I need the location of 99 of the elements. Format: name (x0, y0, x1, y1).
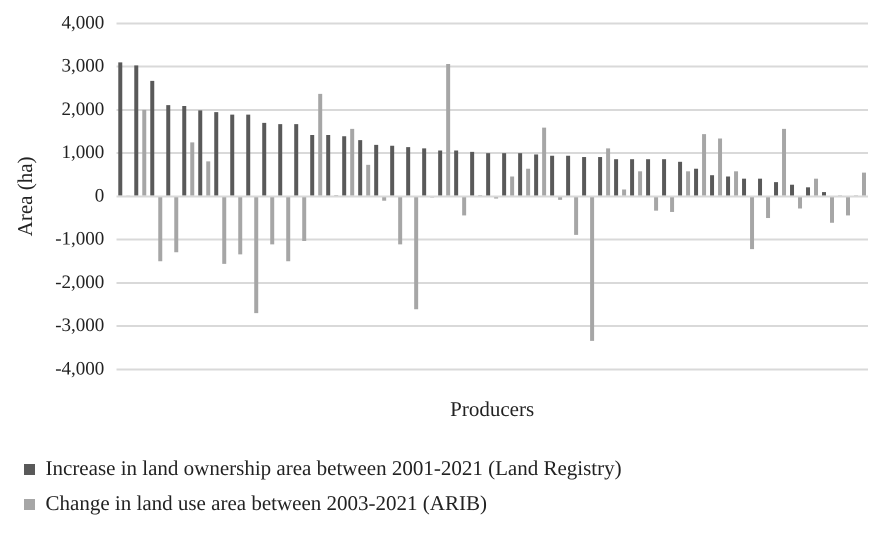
bar (526, 168, 530, 196)
bar (798, 197, 802, 209)
bar (254, 197, 258, 314)
bar (550, 156, 554, 196)
y-axis-title: Area (ha) (13, 156, 38, 236)
bar (750, 197, 754, 250)
bar (814, 178, 818, 196)
bar (718, 138, 722, 196)
bar (238, 197, 242, 254)
bar (214, 112, 218, 196)
bar (118, 62, 122, 196)
bar (678, 162, 682, 196)
y-tick-label: 3,000 (62, 56, 104, 77)
bar (382, 197, 386, 201)
bar (446, 64, 450, 196)
bar (486, 153, 490, 196)
bar (782, 128, 786, 196)
bar (294, 124, 298, 196)
bar (582, 157, 586, 196)
bar (862, 172, 866, 196)
bar (590, 197, 594, 341)
bar (790, 184, 794, 196)
bar (398, 197, 402, 244)
bar (774, 182, 778, 196)
bar (310, 134, 314, 196)
bar (438, 150, 442, 196)
bar (246, 114, 250, 196)
bar (638, 171, 642, 196)
bar (606, 148, 610, 196)
bar (846, 197, 850, 216)
bar (630, 159, 634, 196)
bar (622, 189, 626, 196)
bar (502, 153, 506, 196)
bar (318, 94, 322, 196)
bar (558, 197, 562, 200)
y-tick-label: -3,000 (55, 315, 104, 336)
bar (166, 105, 170, 196)
bar (734, 171, 738, 196)
bar (326, 134, 330, 196)
legend-label: Increase in land ownership area between 2001-2021 (Land Registry) (46, 456, 622, 480)
y-tick-label: 1,000 (62, 142, 104, 164)
bar (766, 197, 770, 218)
bar (694, 168, 698, 196)
bar (742, 178, 746, 196)
x-axis-title: Producers (450, 396, 534, 421)
bar (302, 197, 306, 241)
bar (758, 178, 762, 196)
bar (366, 164, 370, 196)
y-tick-label: -1,000 (55, 228, 104, 250)
bar (670, 197, 674, 212)
bar (406, 147, 410, 196)
y-tick-label: -4,000 (55, 358, 104, 380)
y-tick-label: 4,000 (62, 12, 104, 34)
bar (566, 156, 570, 196)
bar (726, 176, 730, 196)
y-tick-label: 0 (94, 185, 104, 206)
bar (374, 144, 378, 196)
bar (278, 124, 282, 196)
bar (646, 159, 650, 196)
bar (518, 153, 522, 196)
bar (270, 197, 274, 244)
bar (822, 192, 826, 196)
bar (662, 159, 666, 196)
bar (222, 197, 226, 264)
bar (598, 157, 602, 196)
bar (350, 128, 354, 196)
bar (806, 187, 810, 196)
bar (614, 159, 618, 196)
bar (702, 134, 706, 196)
bar (422, 148, 426, 196)
bar (230, 114, 234, 196)
bar (534, 154, 538, 196)
bar (710, 175, 714, 196)
bar (462, 197, 466, 216)
y-tick-label: 2,000 (62, 98, 104, 120)
bar (414, 197, 418, 310)
bar (182, 106, 186, 196)
y-tick-label: -2,000 (55, 272, 104, 293)
bar (686, 171, 690, 196)
bar (142, 110, 146, 196)
bar (454, 150, 458, 196)
bar (174, 197, 178, 252)
bar (654, 197, 658, 211)
bar (342, 136, 346, 196)
bar (470, 152, 474, 196)
bar (574, 197, 578, 235)
bar (158, 197, 162, 262)
bar (542, 128, 546, 196)
bar (510, 176, 514, 196)
bar (198, 110, 202, 196)
bar (286, 197, 290, 262)
bar (206, 161, 210, 196)
bar (358, 140, 362, 196)
bar (150, 80, 154, 196)
legend-label: Change in land use area between 2003-2021 (ARIB) (46, 491, 487, 516)
bar (134, 65, 138, 196)
bar (262, 122, 266, 196)
bar (390, 146, 394, 196)
bar (830, 197, 834, 223)
